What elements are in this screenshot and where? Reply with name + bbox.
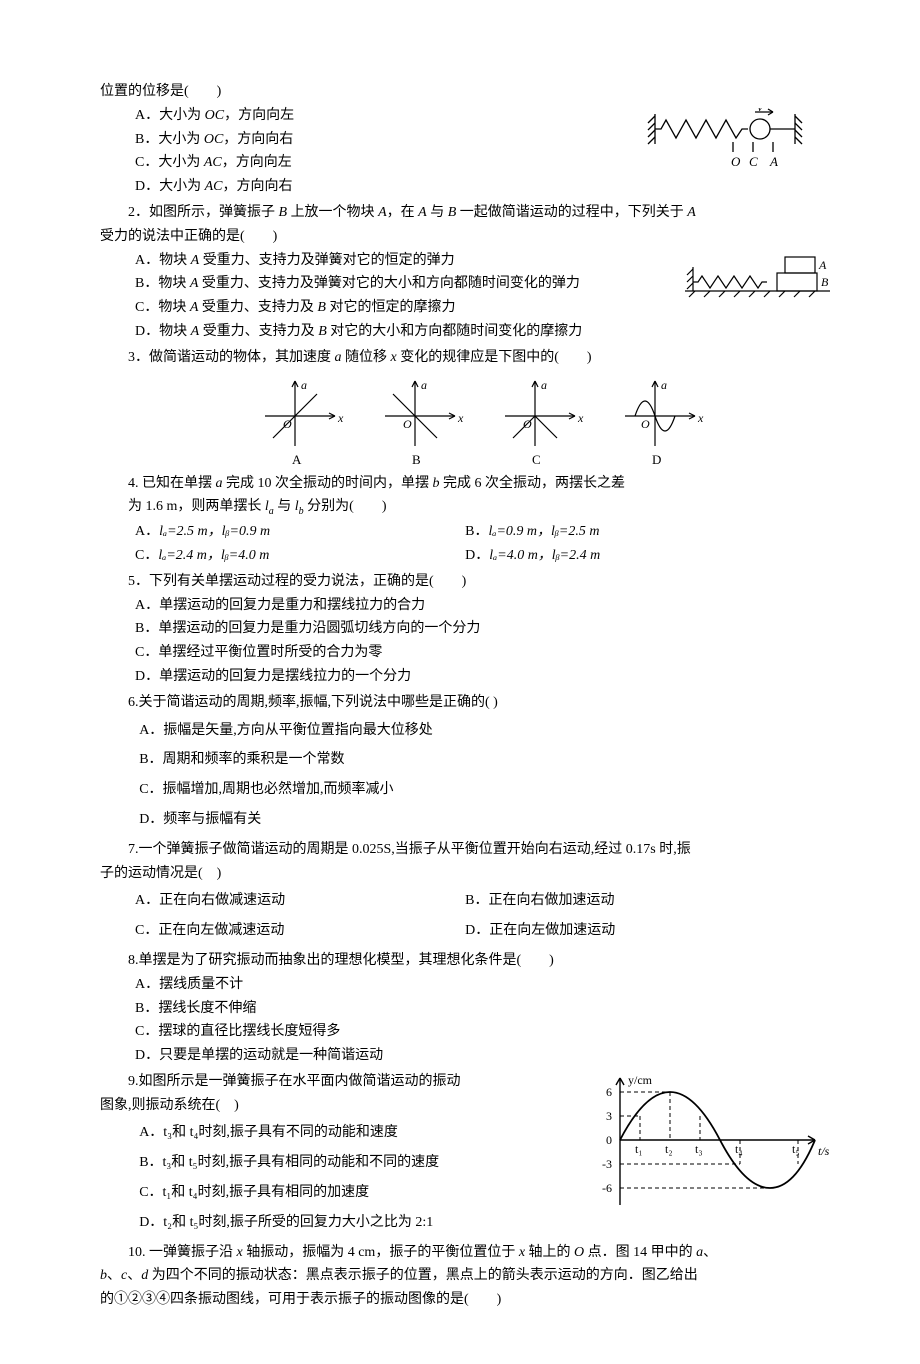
option-c: C．摆球的直径比摆线长度短得多: [100, 1020, 830, 1044]
label-A: A: [769, 154, 778, 169]
option-row-2: C．lₐ=2.4 m，lᵦ=4.0 m D．lₐ=4.0 m，lᵦ=2.4 m: [100, 544, 830, 568]
svg-text:a: a: [541, 378, 547, 392]
question-1: 位置的位移是( ) v: [100, 80, 830, 199]
option-a: A．振幅是矢量,方向从平衡位置指向最大位移处: [100, 719, 830, 743]
question-7: 7.一个弹簧振子做简谐运动的周期是 0.025S,当振子从平衡位置开始向右运动,…: [100, 838, 830, 943]
svg-text:-3: -3: [602, 1157, 612, 1171]
option-b: B．周期和频率的乘积是一个常数: [100, 748, 830, 772]
question-9: y/cm t/s 6 3 0 -3 -6 t₁ t₂ t₃ t₄ t₅ 9.如图…: [100, 1070, 830, 1235]
svg-text:t₁: t₁: [635, 1142, 643, 1156]
stem-line-2: 子的运动情况是( ): [100, 862, 830, 886]
option-d: D．单摆运动的回复力是摆线拉力的一个分力: [100, 665, 830, 689]
svg-text:t₅: t₅: [792, 1142, 800, 1156]
svg-text:O: O: [641, 417, 650, 431]
option-b: B．单摆运动的回复力是重力沿圆弧切线方向的一个分力: [100, 617, 830, 641]
stem-line: 8.单摆是为了研究振动而抽象出的理想化模型，其理想化条件是( ): [100, 949, 830, 973]
svg-text:a: a: [661, 378, 667, 392]
svg-text:x: x: [577, 411, 584, 425]
stem-line: 位置的位移是( ): [100, 80, 830, 104]
stem-line: 3．做简谐运动的物体，其加速度 a 随位移 x 变化的规律应是下图中的( ): [100, 346, 830, 370]
label-O: O: [731, 154, 741, 169]
stem-line: 2．如图所示，弹簧振子 B 上放一个物块 A，在 A 与 B 一起做简谐运动的过…: [100, 201, 830, 225]
stem-line-1: 10. 一弹簧振子沿 x 轴振动，振幅为 4 cm，振子的平衡位置位于 x 轴上…: [100, 1241, 830, 1265]
svg-text:O: O: [283, 417, 292, 431]
stem-line-3: 的①②③④四条振动图线，可用于表示振子的振动图像的是( ): [100, 1288, 830, 1312]
label-A: A: [818, 258, 827, 272]
stem-line-1: 7.一个弹簧振子做简谐运动的周期是 0.025S,当振子从平衡位置开始向右运动,…: [100, 838, 830, 862]
question-8: 8.单摆是为了研究振动而抽象出的理想化模型，其理想化条件是( ) A．摆线质量不…: [100, 949, 830, 1068]
stem-line-2: 为 1.6 m，则两单摆长 la 与 lb 分别为( ): [100, 495, 830, 520]
option-row-1: A．lₐ=2.5 m，lᵦ=0.9 m B．lₐ=0.9 m，lᵦ=2.5 m: [100, 520, 830, 544]
x-label: t/s: [818, 1144, 830, 1158]
stem-line-2: 受力的说法中正确的是( ): [100, 225, 830, 249]
label-C: C: [749, 154, 758, 169]
svg-text:O: O: [523, 417, 532, 431]
option-row-1: A．正在向右做减速运动 B．正在向右做加速运动: [100, 889, 830, 913]
option-c: C．单摆经过平衡位置时所受的合力为零: [100, 641, 830, 665]
label-B: B: [821, 275, 829, 289]
svg-text:0: 0: [606, 1133, 612, 1147]
option-a: A．摆线质量不计: [100, 973, 830, 997]
svg-text:D: D: [652, 452, 661, 466]
figure-q2: A B: [685, 249, 830, 313]
question-2: 2．如图所示，弹簧振子 B 上放一个物块 A，在 A 与 B 一起做简谐运动的过…: [100, 201, 830, 344]
svg-text:a: a: [421, 378, 427, 392]
svg-text:t₃: t₃: [695, 1142, 703, 1156]
svg-text:6: 6: [606, 1085, 612, 1099]
option-a: A．单摆运动的回复力是重力和摆线拉力的合力: [100, 594, 830, 618]
svg-text:A: A: [292, 452, 302, 466]
svg-text:a: a: [301, 378, 307, 392]
svg-text:3: 3: [606, 1109, 612, 1123]
svg-text:O: O: [403, 417, 412, 431]
svg-text:x: x: [457, 411, 464, 425]
v-label: v: [757, 108, 763, 114]
figure-q9: y/cm t/s 6 3 0 -3 -6 t₁ t₂ t₃ t₄ t₅: [580, 1070, 830, 1224]
stem-line-1: 4. 已知在单摆 a 完成 10 次全振动的时间内，单摆 b 完成 6 次全振动…: [100, 472, 830, 496]
question-6: 6.关于简谐运动的周期,频率,振幅,下列说法中哪些是正确的( ) A．振幅是矢量…: [100, 691, 830, 832]
question-5: 5．下列有关单摆运动过程的受力说法，正确的是( ) A．单摆运动的回复力是重力和…: [100, 570, 830, 689]
option-b: B．摆线长度不伸缩: [100, 997, 830, 1021]
figure-q3: a x O a x O a x O a x O A B C D: [100, 376, 830, 466]
svg-text:-6: -6: [602, 1181, 612, 1195]
question-3: 3．做简谐运动的物体，其加速度 a 随位移 x 变化的规律应是下图中的( ): [100, 346, 830, 466]
svg-text:x: x: [697, 411, 704, 425]
figure-q1: v O C A: [645, 108, 810, 182]
stem-line-2: b、c、d 为四个不同的振动状态：黑点表示振子的位置，黑点上的箭头表示运动的方向…: [100, 1264, 830, 1288]
stem-line: 5．下列有关单摆运动过程的受力说法，正确的是( ): [100, 570, 830, 594]
option-d: D．物块 A 受重力、支持力及 B 对它的大小和方向都随时间变化的摩擦力: [100, 320, 830, 344]
svg-text:t₂: t₂: [665, 1142, 673, 1156]
option-row-2: C．正在向左做减速运动 D．正在向左做加速运动: [100, 919, 830, 943]
svg-text:B: B: [412, 452, 421, 466]
option-d: D．频率与振幅有关: [100, 808, 830, 832]
svg-text:x: x: [337, 411, 344, 425]
option-c: C．振幅增加,周期也必然增加,而频率减小: [100, 778, 830, 802]
svg-text:C: C: [532, 452, 541, 466]
question-4: 4. 已知在单摆 a 完成 10 次全振动的时间内，单摆 b 完成 6 次全振动…: [100, 472, 830, 568]
stem-line: 6.关于简谐运动的周期,频率,振幅,下列说法中哪些是正确的( ): [100, 691, 830, 715]
svg-text:t₄: t₄: [735, 1142, 743, 1156]
question-10: 10. 一弹簧振子沿 x 轴振动，振幅为 4 cm，振子的平衡位置位于 x 轴上…: [100, 1241, 830, 1312]
option-d: D．只要是单摆的运动就是一种简谐运动: [100, 1044, 830, 1068]
y-label: y/cm: [628, 1073, 653, 1087]
